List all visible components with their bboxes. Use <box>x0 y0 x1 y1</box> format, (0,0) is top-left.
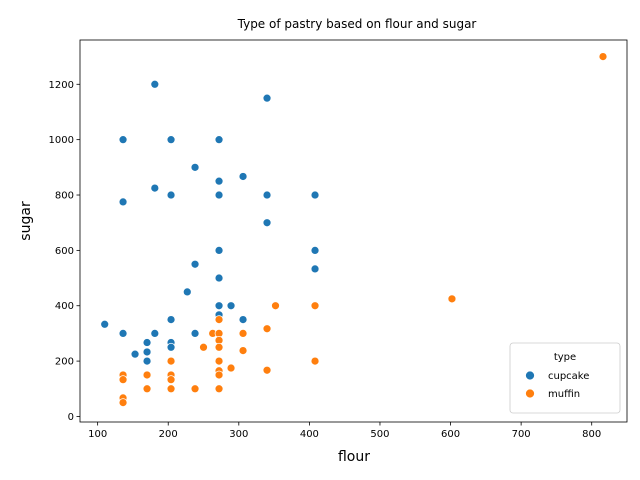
x-tick-label: 400 <box>300 429 319 440</box>
cupcake-point <box>142 338 152 347</box>
x-tick-label: 700 <box>512 429 531 440</box>
legend-title: type <box>554 352 576 363</box>
cupcake-point <box>226 301 236 311</box>
cupcake-point <box>150 329 160 338</box>
x-axis-label: flour <box>338 449 370 465</box>
cupcake-point <box>150 79 160 89</box>
cupcake-point <box>214 135 224 145</box>
y-tick-label: 600 <box>55 246 74 257</box>
cupcake-point <box>238 172 248 181</box>
y-axis-label: sugar <box>18 201 34 241</box>
muffin-point <box>118 398 128 407</box>
muffin-point <box>262 365 272 375</box>
y-tick-label: 400 <box>55 301 74 312</box>
muffin-point <box>214 356 224 366</box>
x-tick-label: 100 <box>88 429 107 440</box>
cupcake-point <box>130 349 140 359</box>
cupcake-legend-label: cupcake <box>548 371 589 382</box>
cupcake-point <box>310 246 320 255</box>
legend: type cupcake muffin <box>509 342 621 414</box>
x-tick-label: 600 <box>441 429 460 440</box>
y-tick-label: 200 <box>55 357 74 368</box>
cupcake-point <box>150 183 160 193</box>
cupcake-point <box>310 190 320 200</box>
cupcake-point <box>142 347 152 357</box>
cupcake-point <box>166 315 176 324</box>
cupcake-point <box>214 301 224 311</box>
cupcake-point <box>166 342 176 352</box>
cupcake-point <box>190 162 200 172</box>
muffin-point <box>214 342 224 352</box>
muffin-point <box>310 356 320 366</box>
y-tick-label: 1200 <box>49 80 74 91</box>
cupcake-point <box>182 287 192 297</box>
cupcake-point <box>214 246 224 255</box>
cupcake-point <box>118 135 128 145</box>
x-tick-label: 800 <box>582 429 601 440</box>
muffin-point <box>199 342 208 352</box>
cupcake-point <box>118 197 128 207</box>
plot-frame <box>79 39 628 423</box>
y-tick-label: 1000 <box>49 135 74 146</box>
muffin-point <box>166 384 176 394</box>
x-tick-label: 300 <box>229 429 248 440</box>
cupcake-point <box>214 176 224 186</box>
cupcake-point <box>190 329 200 338</box>
muffin-point <box>214 315 224 324</box>
muffin-point <box>166 356 176 366</box>
data-points <box>100 52 608 407</box>
y-tick-label: 0 <box>68 412 74 423</box>
cupcake-point <box>190 259 200 269</box>
cupcake-point <box>166 190 176 200</box>
x-tick-label: 200 <box>159 429 178 440</box>
cupcake-point <box>166 135 176 145</box>
cupcake-point <box>238 315 248 324</box>
muffin-point <box>166 375 176 385</box>
x-tick-label: 500 <box>370 429 389 440</box>
muffin-point <box>142 370 152 380</box>
chart-title: Type of pastry based on flour and sugar <box>237 17 477 31</box>
x-axis: 100 200 300 400 500 600 700 800 <box>88 422 601 440</box>
cupcake-point <box>262 93 272 103</box>
muffin-point <box>262 324 272 334</box>
cupcake-legend-marker <box>525 370 535 381</box>
y-axis: 0 200 400 600 800 1000 1200 <box>49 80 80 423</box>
muffin-point <box>238 329 248 338</box>
muffin-point <box>118 375 128 385</box>
cupcake-point <box>310 264 320 274</box>
cupcake-point <box>118 329 128 338</box>
muffin-point <box>226 363 236 373</box>
cupcake-point <box>214 273 224 283</box>
cupcake-point <box>142 356 152 366</box>
muffin-legend-label: muffin <box>548 389 580 400</box>
cupcake-point <box>214 190 224 200</box>
muffin-point <box>271 301 280 311</box>
muffin-legend-marker <box>525 388 535 399</box>
muffin-point <box>214 384 224 394</box>
muffin-point <box>214 370 224 380</box>
cupcake-point <box>262 190 272 200</box>
plot-area <box>79 39 628 423</box>
muffin-point <box>447 294 457 304</box>
muffin-point <box>190 384 200 394</box>
muffin-point <box>310 301 320 311</box>
muffin-point <box>142 384 152 394</box>
cupcake-point <box>262 218 272 228</box>
cupcake-point <box>100 319 110 329</box>
muffin-point <box>598 52 608 61</box>
y-tick-label: 800 <box>55 191 74 202</box>
legend-box <box>509 342 621 414</box>
muffin-point <box>238 346 248 355</box>
